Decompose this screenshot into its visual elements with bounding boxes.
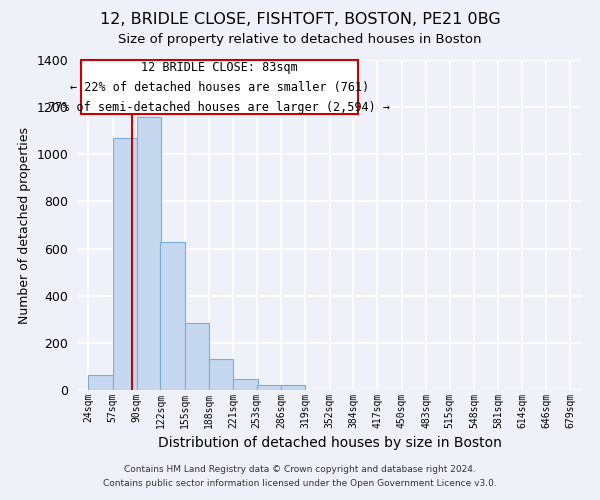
Text: 12 BRIDLE CLOSE: 83sqm
← 22% of detached houses are smaller (761)
77% of semi-de: 12 BRIDLE CLOSE: 83sqm ← 22% of detached… bbox=[48, 61, 390, 114]
Text: Size of property relative to detached houses in Boston: Size of property relative to detached ho… bbox=[118, 32, 482, 46]
Bar bbox=[88, 374, 113, 390]
Bar bbox=[185, 323, 209, 390]
Bar bbox=[160, 242, 185, 390]
Text: Contains HM Land Registry data © Crown copyright and database right 2024.
Contai: Contains HM Land Registry data © Crown c… bbox=[103, 466, 497, 487]
FancyBboxPatch shape bbox=[81, 60, 358, 114]
Bar bbox=[209, 360, 233, 390]
X-axis label: Distribution of detached houses by size in Boston: Distribution of detached houses by size … bbox=[158, 436, 502, 450]
Bar bbox=[137, 116, 161, 390]
Bar bbox=[257, 386, 281, 390]
Bar bbox=[113, 138, 137, 390]
Bar bbox=[233, 379, 257, 390]
Text: 12, BRIDLE CLOSE, FISHTOFT, BOSTON, PE21 0BG: 12, BRIDLE CLOSE, FISHTOFT, BOSTON, PE21… bbox=[100, 12, 500, 28]
Bar bbox=[281, 386, 305, 390]
Y-axis label: Number of detached properties: Number of detached properties bbox=[18, 126, 31, 324]
